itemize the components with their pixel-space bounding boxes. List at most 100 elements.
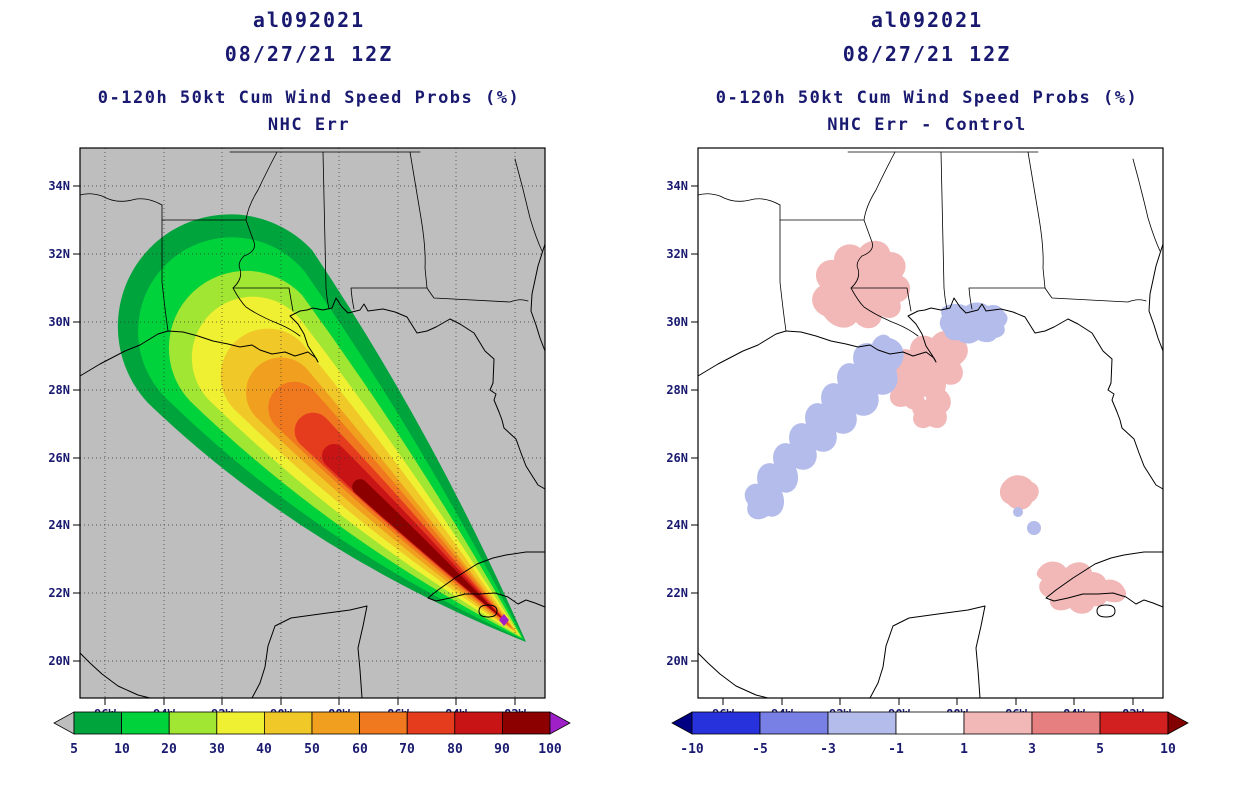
coastlines [697, 243, 1164, 699]
colorbar-segment [263, 711, 313, 735]
colorbar-arrow-high [549, 711, 571, 735]
colorbar-segment [359, 711, 408, 735]
isle-of-youth-path [1096, 604, 1116, 618]
right-storm-id: al092021 [870, 8, 984, 32]
positive-anomaly-cuba-east [1097, 579, 1127, 603]
lat-axis-labels: 34N 32N 30N 28N 26N 24N 22N 20N [48, 179, 70, 668]
colorbar-segment [759, 711, 829, 735]
lat-label: 26N [48, 451, 70, 465]
lat-label: 28N [666, 383, 688, 397]
map-frame [79, 147, 546, 699]
state-borders [79, 151, 543, 337]
lat-axis-labels: 34N 32N 30N 28N 26N 24N 22N 20N [666, 179, 688, 668]
probability-swath [117, 214, 526, 642]
contour-90pct [352, 479, 504, 620]
lat-label: 24N [48, 518, 70, 532]
left-plot-title: 0-120h 50kt Cum Wind Speed Probs (%) [97, 88, 521, 108]
colorbar-segment [895, 711, 965, 735]
yucatan-coast-path [251, 605, 368, 699]
left-init-time: 08/27/21 12Z [224, 42, 394, 66]
lat-label: 30N [48, 315, 70, 329]
positive-anomaly-central-gulf [999, 475, 1039, 510]
coastlines [79, 243, 546, 699]
left-colorbar: 5 10 20 30 40 50 60 70 80 90 100 [53, 711, 571, 757]
negative-anomaly-spot-2 [1013, 507, 1023, 517]
axis-ticks [691, 185, 1134, 705]
lat-label: 20N [666, 654, 688, 668]
left-map: 34N 32N 30N 28N 26N 24N 22N 20N 96W 94W … [48, 147, 546, 721]
positive-anomaly-louisiana-mississippi [812, 240, 911, 329]
left-storm-id: al092021 [252, 8, 366, 32]
lat-label: 32N [666, 247, 688, 261]
negative-anomaly-west-of-track [744, 334, 904, 520]
colorbar-arrow-low [671, 711, 693, 735]
colorbar-labels: 5 10 20 30 40 50 60 70 80 90 100 [70, 742, 562, 757]
contour-100pct-start-point [499, 614, 509, 626]
colorbar-label: -3 [820, 742, 836, 757]
lat-label: 28N [48, 383, 70, 397]
colorbar-segment [1031, 711, 1101, 735]
colorbar-segment [963, 711, 1033, 735]
colorbar-label: 80 [447, 742, 463, 757]
lat-label: 22N [666, 586, 688, 600]
colorbar-arrow-low [53, 711, 75, 735]
colorbar-segment [121, 711, 170, 735]
mexico-coast-path [697, 652, 769, 699]
colorbar-label: 5 [1096, 742, 1104, 757]
colorbar-label: 30 [209, 742, 225, 757]
florida-atlantic-coast-path [530, 243, 546, 352]
colorbar-label: 70 [399, 742, 415, 757]
colorbar-segment [406, 711, 456, 735]
lat-label: 22N [48, 586, 70, 600]
colorbar-segment [168, 711, 218, 735]
left-panel: al092021 08/27/21 12Z 0-120h 50kt Cum Wi… [48, 8, 571, 757]
difference-anomalies [744, 240, 1127, 614]
cuba-coast-path [1045, 551, 1164, 608]
colorbar-label: 5 [70, 742, 78, 757]
lat-label: 34N [666, 179, 688, 193]
lat-label: 30N [666, 315, 688, 329]
isle-of-youth-path [478, 604, 498, 618]
yucatan-coast-path [869, 605, 986, 699]
colorbar-label: 10 [1160, 742, 1176, 757]
colorbar-label: -1 [888, 742, 904, 757]
right-colorbar: -10 -5 -3 -1 1 3 5 10 [671, 711, 1189, 757]
colorbar-label: 40 [256, 742, 272, 757]
negative-anomaly-spot-1 [1027, 521, 1041, 535]
right-experiment-label: NHC Err - Control [827, 115, 1027, 135]
left-experiment-label: NHC Err [267, 115, 351, 135]
colorbar-segment [311, 711, 360, 735]
colorbar-segment [216, 711, 265, 735]
lat-label: 34N [48, 179, 70, 193]
axis-ticks [73, 185, 516, 705]
gulf-coast-path [697, 297, 1164, 490]
colorbar-label: 90 [494, 742, 510, 757]
colorbar-labels: -10 -5 -3 -1 1 3 5 10 [680, 742, 1176, 757]
right-panel: al092021 08/27/21 12Z 0-120h 50kt Cum Wi… [618, 0, 1236, 800]
florida-atlantic-coast-path [1148, 243, 1164, 352]
colorbar-label: -10 [680, 742, 704, 757]
lat-label: 24N [666, 518, 688, 532]
colorbar-label: 60 [352, 742, 368, 757]
colorbar-segment [691, 711, 761, 735]
colorbar-label: -5 [752, 742, 768, 757]
mexico-coast-path [79, 652, 151, 699]
positive-anomaly-track-gulf [886, 330, 968, 410]
state-borders [697, 151, 1161, 337]
negative-anomaly-mississippi-sound [939, 302, 1008, 344]
right-init-time: 08/27/21 12Z [842, 42, 1012, 66]
colorbar-label: 100 [538, 742, 562, 757]
graticule [80, 148, 545, 698]
right-plot-title: 0-120h 50kt Cum Wind Speed Probs (%) [715, 88, 1139, 108]
colorbar-label: 3 [1028, 742, 1036, 757]
positive-anomaly-track-gulf-south [912, 386, 951, 429]
colorbar-arrow-high [1167, 711, 1189, 735]
lat-label: 20N [48, 654, 70, 668]
colorbar-label: 1 [960, 742, 968, 757]
map-frame [697, 147, 1164, 699]
right-map: 34N 32N 30N 28N 26N 24N 22N 20N 96W 94W … [666, 147, 1164, 721]
lat-label: 32N [48, 247, 70, 261]
colorbar-segment [501, 711, 551, 735]
colorbar-segment [1099, 711, 1169, 735]
